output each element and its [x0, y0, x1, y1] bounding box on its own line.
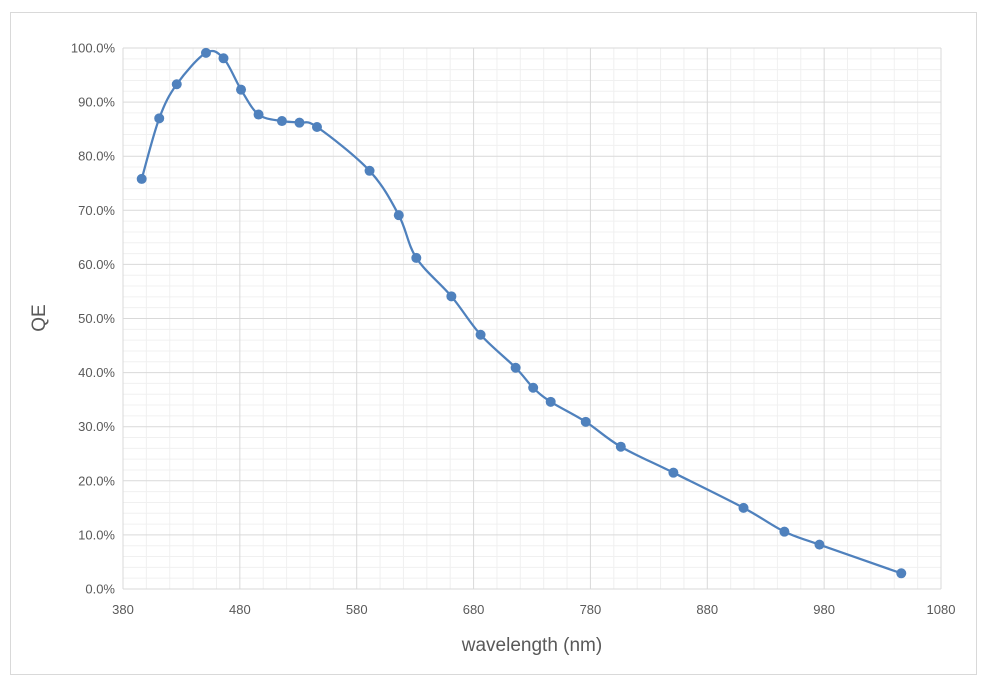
data-point	[738, 502, 749, 513]
x-tick-label: 580	[346, 602, 368, 617]
data-point	[171, 79, 182, 90]
data-point	[393, 210, 404, 221]
y-tick-label: 90.0%	[78, 95, 115, 110]
data-point	[545, 396, 556, 407]
tick-labels: 380 480 580 680 780 880 980 1080 0.0% 10.0% 20.0% 3…	[71, 41, 956, 618]
x-axis-title: wavelength (nm)	[461, 635, 602, 656]
qe-series-line	[140, 49, 902, 575]
data-point	[136, 173, 147, 184]
data-point	[668, 467, 679, 478]
data-point	[475, 329, 486, 340]
chart-frame	[10, 12, 977, 675]
data-point	[200, 47, 211, 58]
y-tick-label: 50.0%	[78, 311, 115, 326]
y-tick-label: 80.0%	[78, 149, 115, 164]
data-point	[779, 526, 790, 537]
y-tick-label: 20.0%	[78, 473, 115, 488]
data-point	[294, 117, 305, 128]
y-axis-title: QE	[29, 304, 50, 331]
data-point	[446, 291, 457, 302]
data-point	[528, 382, 539, 393]
data-point	[236, 84, 247, 95]
y-tick-label: 70.0%	[78, 203, 115, 218]
data-point	[253, 109, 264, 120]
data-point	[896, 568, 907, 579]
y-tick-label: 60.0%	[78, 257, 115, 272]
data-point	[510, 362, 521, 373]
x-tick-label: 780	[580, 602, 602, 617]
data-point	[411, 252, 422, 263]
y-tick-label: 40.0%	[78, 365, 115, 380]
data-point	[580, 416, 591, 427]
x-tick-label: 880	[696, 602, 718, 617]
data-point	[814, 539, 825, 550]
data-point	[276, 116, 287, 127]
data-point	[154, 113, 165, 124]
data-point	[218, 53, 229, 64]
data-point	[615, 441, 626, 452]
major-grid	[122, 47, 942, 590]
data-point	[311, 121, 322, 132]
qe-series-points	[136, 47, 907, 579]
data-point	[364, 165, 375, 176]
y-tick-label: 10.0%	[78, 527, 115, 542]
x-tick-label: 480	[229, 602, 251, 617]
x-tick-label: 380	[112, 602, 134, 617]
y-tick-label: 0.0%	[85, 582, 115, 597]
y-tick-label: 30.0%	[78, 419, 115, 434]
x-tick-label: 1080	[927, 602, 956, 617]
x-tick-label: 980	[813, 602, 835, 617]
y-tick-label: 100.0%	[71, 41, 116, 56]
x-tick-label: 680	[463, 602, 485, 617]
